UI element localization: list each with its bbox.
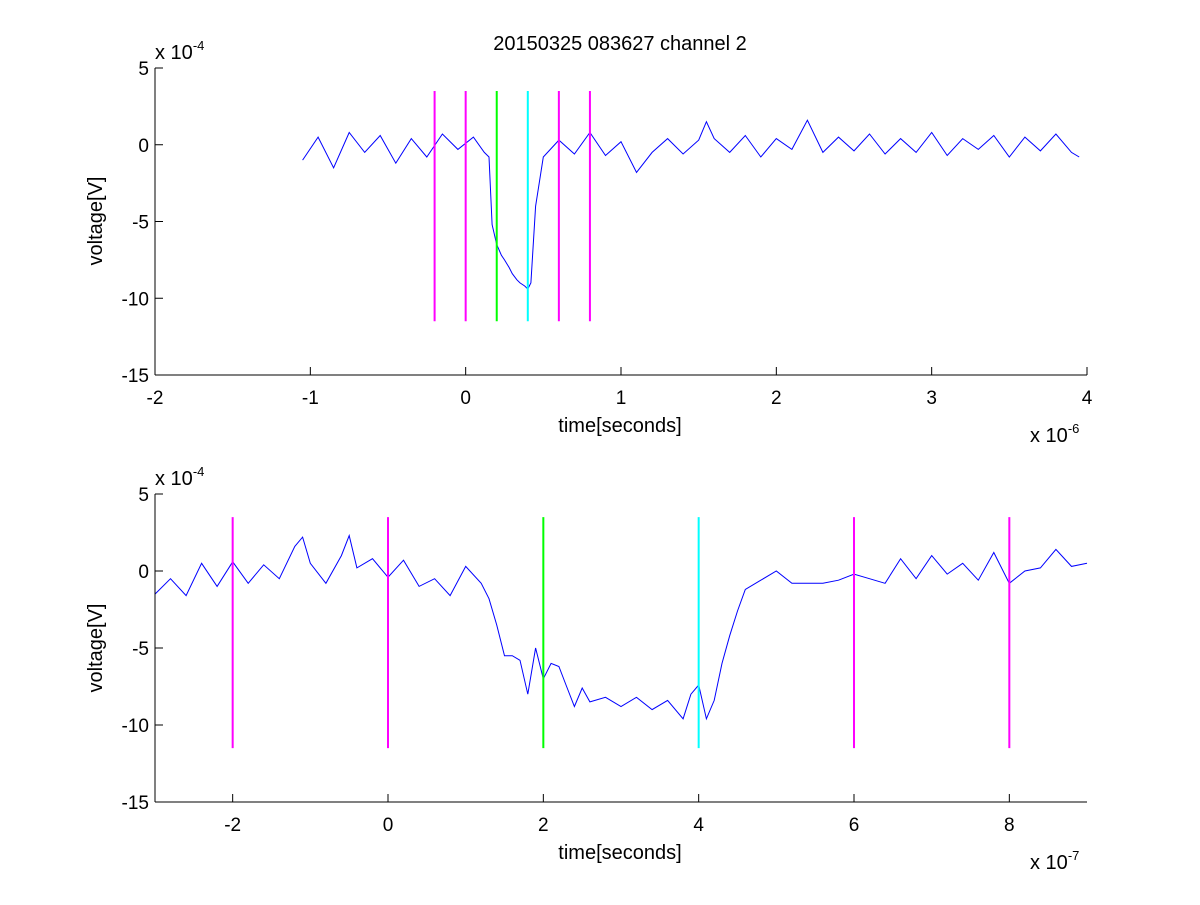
top-x-tick-label: 3 <box>926 388 937 409</box>
top-x-tick-label: -2 <box>147 388 164 409</box>
bottom-x-axis-label: time[seconds] <box>558 842 681 864</box>
top-axes-box <box>155 68 1087 375</box>
bottom-y-tick-label: 0 <box>138 562 149 583</box>
bottom-x-tick-label: 2 <box>538 815 549 836</box>
top-x-tick-label: 4 <box>1082 388 1093 409</box>
top-y-tick-label: -10 <box>122 289 149 310</box>
top-x-tick-label: 1 <box>616 388 627 409</box>
bottom-x-tick-label: 8 <box>1004 815 1015 836</box>
top-axes: -2 -1 0 1 2 3 450-5-10-15 time[seconds] voltag… <box>85 38 1093 447</box>
top-y-axis-label: voltage[V] <box>85 177 107 266</box>
bottom-y-tick-label: -15 <box>122 793 149 814</box>
bottom-axes-box <box>155 494 1087 802</box>
top-x-scale-label: x 10-6 <box>1030 421 1079 447</box>
bottom-x-tick-label: 0 <box>383 815 394 836</box>
bottom-x-tick-label: -2 <box>224 815 241 836</box>
top-y-tick-label: -15 <box>122 366 149 387</box>
top-x-tick-label: 2 <box>771 388 782 409</box>
bottom-axes-marks: -2 0 2 4 6 8 5 0 -5 -10 -15 <box>122 485 1088 836</box>
top-y-tick-label: -5 <box>132 213 149 234</box>
top-x-tick-label: -1 <box>302 388 319 409</box>
top-y-tick-label: 0 <box>138 136 149 157</box>
top-axes-marks: -2 -1 0 1 2 3 450-5-10-15 <box>122 59 1093 409</box>
bottom-x-tick-label: 4 <box>693 815 704 836</box>
bottom-x-scale-label: x 10-7 <box>1030 848 1079 874</box>
top-x-tick-label: 0 <box>460 388 471 409</box>
bottom-y-axis-label: voltage[V] <box>85 604 107 693</box>
bottom-y-scale-label: x 10-4 <box>155 464 204 490</box>
bottom-y-tick-label: 5 <box>138 485 149 506</box>
top-signal-line <box>302 119 1080 290</box>
bottom-x-tick-label: 6 <box>849 815 860 836</box>
bottom-signal-line <box>154 533 1088 721</box>
bottom-axes: -2 0 2 4 6 8 5 0 -5 -10 -15 time[seconds] voltage[… <box>85 464 1088 874</box>
top-y-tick-label: 5 <box>138 59 149 80</box>
figure-title: 20150325 083627 channel 2 <box>493 33 747 55</box>
top-x-axis-label: time[seconds] <box>558 415 681 437</box>
bottom-y-tick-label: -5 <box>132 639 149 660</box>
top-y-scale-label: x 10-4 <box>155 38 204 64</box>
bottom-y-tick-label: -10 <box>122 716 149 737</box>
